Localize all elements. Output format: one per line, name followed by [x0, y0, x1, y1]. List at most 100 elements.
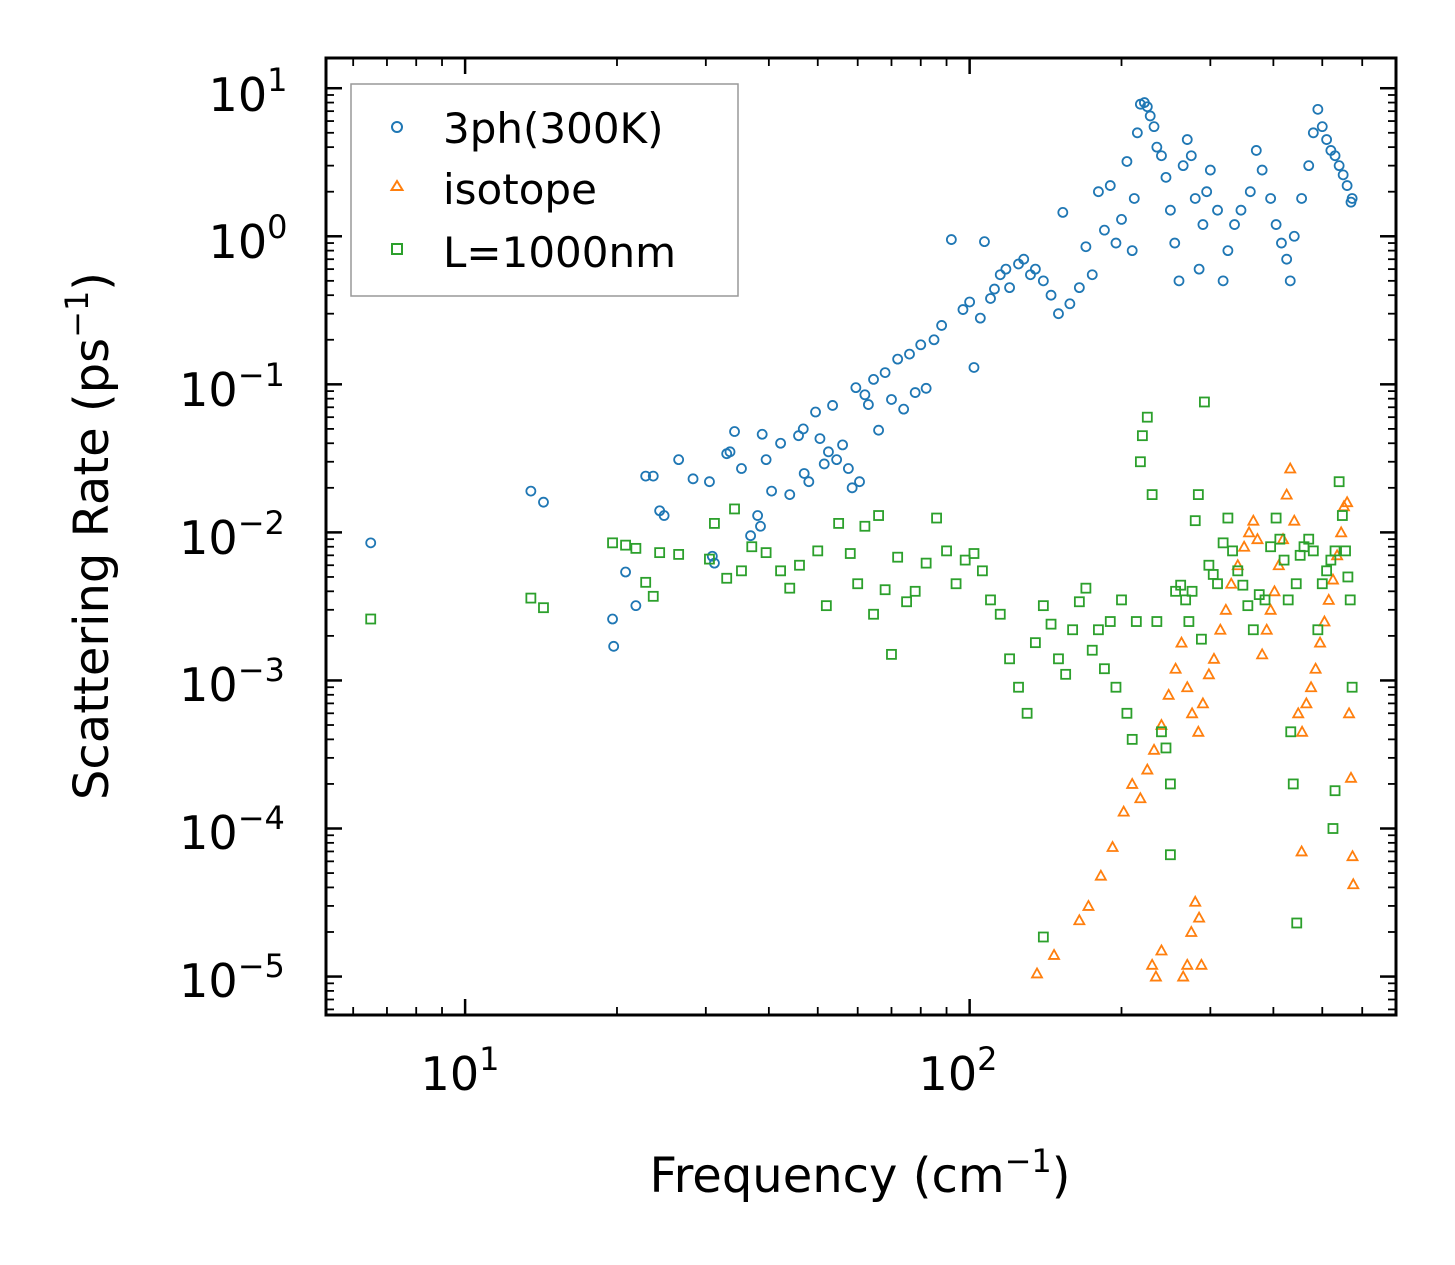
data-point-circle — [630, 600, 642, 612]
data-point-circle — [1037, 275, 1049, 287]
data-point-circle — [1296, 193, 1308, 204]
data-point-square — [1278, 554, 1290, 566]
data-point-square — [976, 565, 988, 577]
data-point-circle — [1053, 308, 1064, 320]
data-point-triangle — [1192, 910, 1206, 923]
data-point-circle — [365, 537, 377, 549]
data-point-triangle — [1145, 957, 1159, 970]
data-point-circle — [936, 320, 948, 331]
legend: 3ph(300K) isotope L=1000nm — [350, 83, 739, 297]
data-point-circle — [1160, 171, 1172, 183]
data-point-triangle — [1133, 791, 1147, 804]
data-point-triangle — [1340, 495, 1354, 508]
data-point-square — [1274, 533, 1286, 545]
data-point-triangle — [1174, 635, 1189, 648]
data-point-square — [820, 600, 832, 612]
data-point-square — [1099, 663, 1110, 675]
data-point-circle — [850, 382, 862, 394]
data-point-square — [760, 547, 772, 559]
data-point-circle — [1045, 289, 1057, 301]
data-point-circle — [1341, 180, 1353, 191]
data-point-square — [1136, 430, 1148, 442]
data-point-circle — [1104, 180, 1116, 191]
data-point-circle — [798, 468, 810, 479]
data-point-square — [673, 549, 685, 560]
data-point-square — [852, 578, 864, 590]
data-point-triangle — [1196, 696, 1210, 709]
data-point-triangle — [1162, 687, 1176, 700]
data-point-triangle — [1180, 680, 1194, 693]
data-point-square — [1291, 917, 1303, 929]
data-point-triangle — [1202, 667, 1216, 680]
data-point-triangle — [1188, 894, 1202, 907]
data-point-square — [1186, 585, 1198, 597]
data-point-circle — [1284, 275, 1296, 287]
data-point-circle — [760, 454, 772, 466]
y-tick-label: 10−4 — [179, 799, 285, 860]
data-point-circle — [994, 269, 1006, 281]
data-point-square — [721, 572, 733, 584]
data-point-square — [886, 648, 897, 660]
data-point-circle — [1080, 241, 1092, 253]
data-point-circle — [724, 446, 736, 458]
data-point-square — [1192, 489, 1204, 500]
legend-item-isotope: isotope — [389, 165, 597, 214]
data-point-square — [1282, 594, 1294, 606]
data-point-square — [620, 539, 631, 551]
data-point-circle — [1189, 193, 1201, 204]
data-point-triangle — [1219, 602, 1233, 615]
data-point-square — [630, 542, 642, 554]
data-point-triangle — [1246, 513, 1260, 526]
data-point-triangle — [1344, 770, 1358, 783]
data-point-circle — [803, 476, 815, 488]
data-point-circle — [1212, 204, 1223, 216]
data-point-triangle — [1072, 913, 1086, 926]
data-point-circle — [706, 550, 718, 562]
data-point-square — [709, 518, 720, 529]
data-point-circle — [1312, 103, 1324, 115]
data-point-circle — [1004, 282, 1015, 294]
data-point-circle — [1164, 204, 1176, 216]
data-point-circle — [1316, 121, 1328, 133]
data-point-circle — [915, 339, 927, 351]
data-point-square — [1287, 778, 1299, 790]
data-point-triangle — [1154, 718, 1168, 730]
data-point-square — [1160, 742, 1172, 754]
data-point-triangle — [1213, 622, 1227, 635]
data-point-triangle — [1140, 762, 1154, 775]
x-tick-label: 102 — [919, 1040, 998, 1101]
data-point-circle — [1235, 204, 1247, 216]
data-point-square — [1045, 618, 1057, 630]
data-point-circle — [831, 454, 843, 466]
data-point-square — [1285, 726, 1297, 738]
data-point-square — [1242, 600, 1254, 612]
data-point-square — [1164, 849, 1176, 861]
data-point-square — [704, 553, 715, 565]
data-point-triangle — [1287, 513, 1301, 526]
data-point-square — [1053, 653, 1064, 665]
data-point-square — [729, 503, 740, 515]
data-point-circle — [658, 510, 670, 521]
data-point-circle — [957, 304, 969, 315]
data-point-circle — [1222, 245, 1234, 257]
data-point-square — [794, 559, 805, 571]
data-point-square — [746, 541, 758, 553]
data-point-circle — [1018, 253, 1030, 265]
data-point-square — [365, 613, 377, 625]
data-point-circle — [898, 403, 910, 415]
data-point-square — [1029, 637, 1041, 649]
y-axis-label: Scattering Rate (ps−1) — [58, 272, 120, 800]
data-point-circle — [1093, 186, 1104, 198]
data-point-circle — [892, 353, 904, 365]
data-point-circle — [909, 387, 921, 398]
data-point-triangle — [1047, 948, 1061, 960]
data-point-square — [1212, 578, 1223, 590]
y-tick-labels: 101 100 10−1 10−2 10−3 10−4 10−5 — [179, 61, 287, 1008]
data-point-triangle — [1283, 461, 1297, 474]
data-point-circle — [1276, 237, 1287, 249]
y-tick-label: 10−5 — [179, 947, 285, 1008]
data-point-circle — [1185, 150, 1197, 162]
x-tick-labels: 101 102 — [421, 1040, 998, 1101]
data-point-circle — [1000, 263, 1012, 275]
